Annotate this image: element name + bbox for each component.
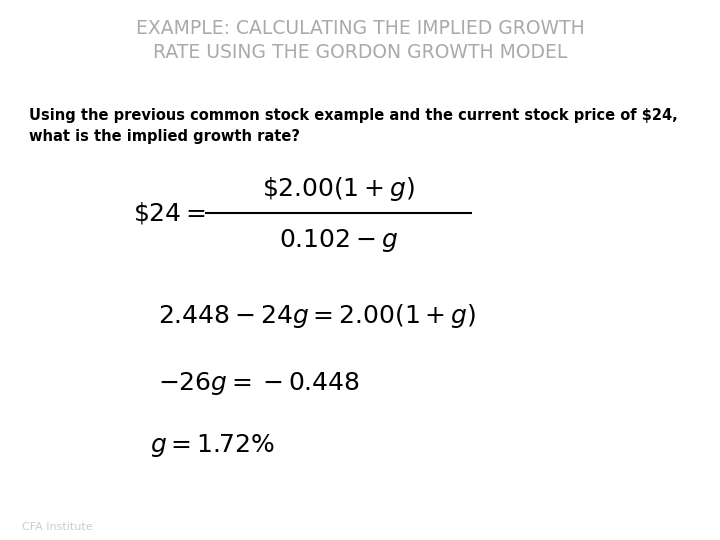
- Text: $2.448 - 24\mathit{g} = 2.00(1 + \mathit{g})$: $2.448 - 24\mathit{g} = 2.00(1 + \mathit…: [158, 302, 476, 330]
- Text: Using the previous common stock example and the current stock price of $24,
what: Using the previous common stock example …: [29, 108, 678, 144]
- Text: CFA Institute: CFA Institute: [22, 522, 92, 532]
- Text: $-26\mathit{g} = -0.448$: $-26\mathit{g} = -0.448$: [158, 370, 360, 397]
- Text: $\mathit{\$24} =$: $\mathit{\$24} =$: [133, 200, 205, 226]
- Text: EXAMPLE: CALCULATING THE IMPLIED GROWTH
RATE USING THE GORDON GROWTH MODEL: EXAMPLE: CALCULATING THE IMPLIED GROWTH …: [135, 19, 585, 62]
- Text: $\mathit{g} = 1.72\%$: $\mathit{g} = 1.72\%$: [150, 432, 275, 459]
- Text: $\mathit{\$2.00(1+g)}$: $\mathit{\$2.00(1+g)}$: [262, 175, 415, 203]
- Text: $0.102 - \mathit{g}$: $0.102 - \mathit{g}$: [279, 227, 398, 254]
